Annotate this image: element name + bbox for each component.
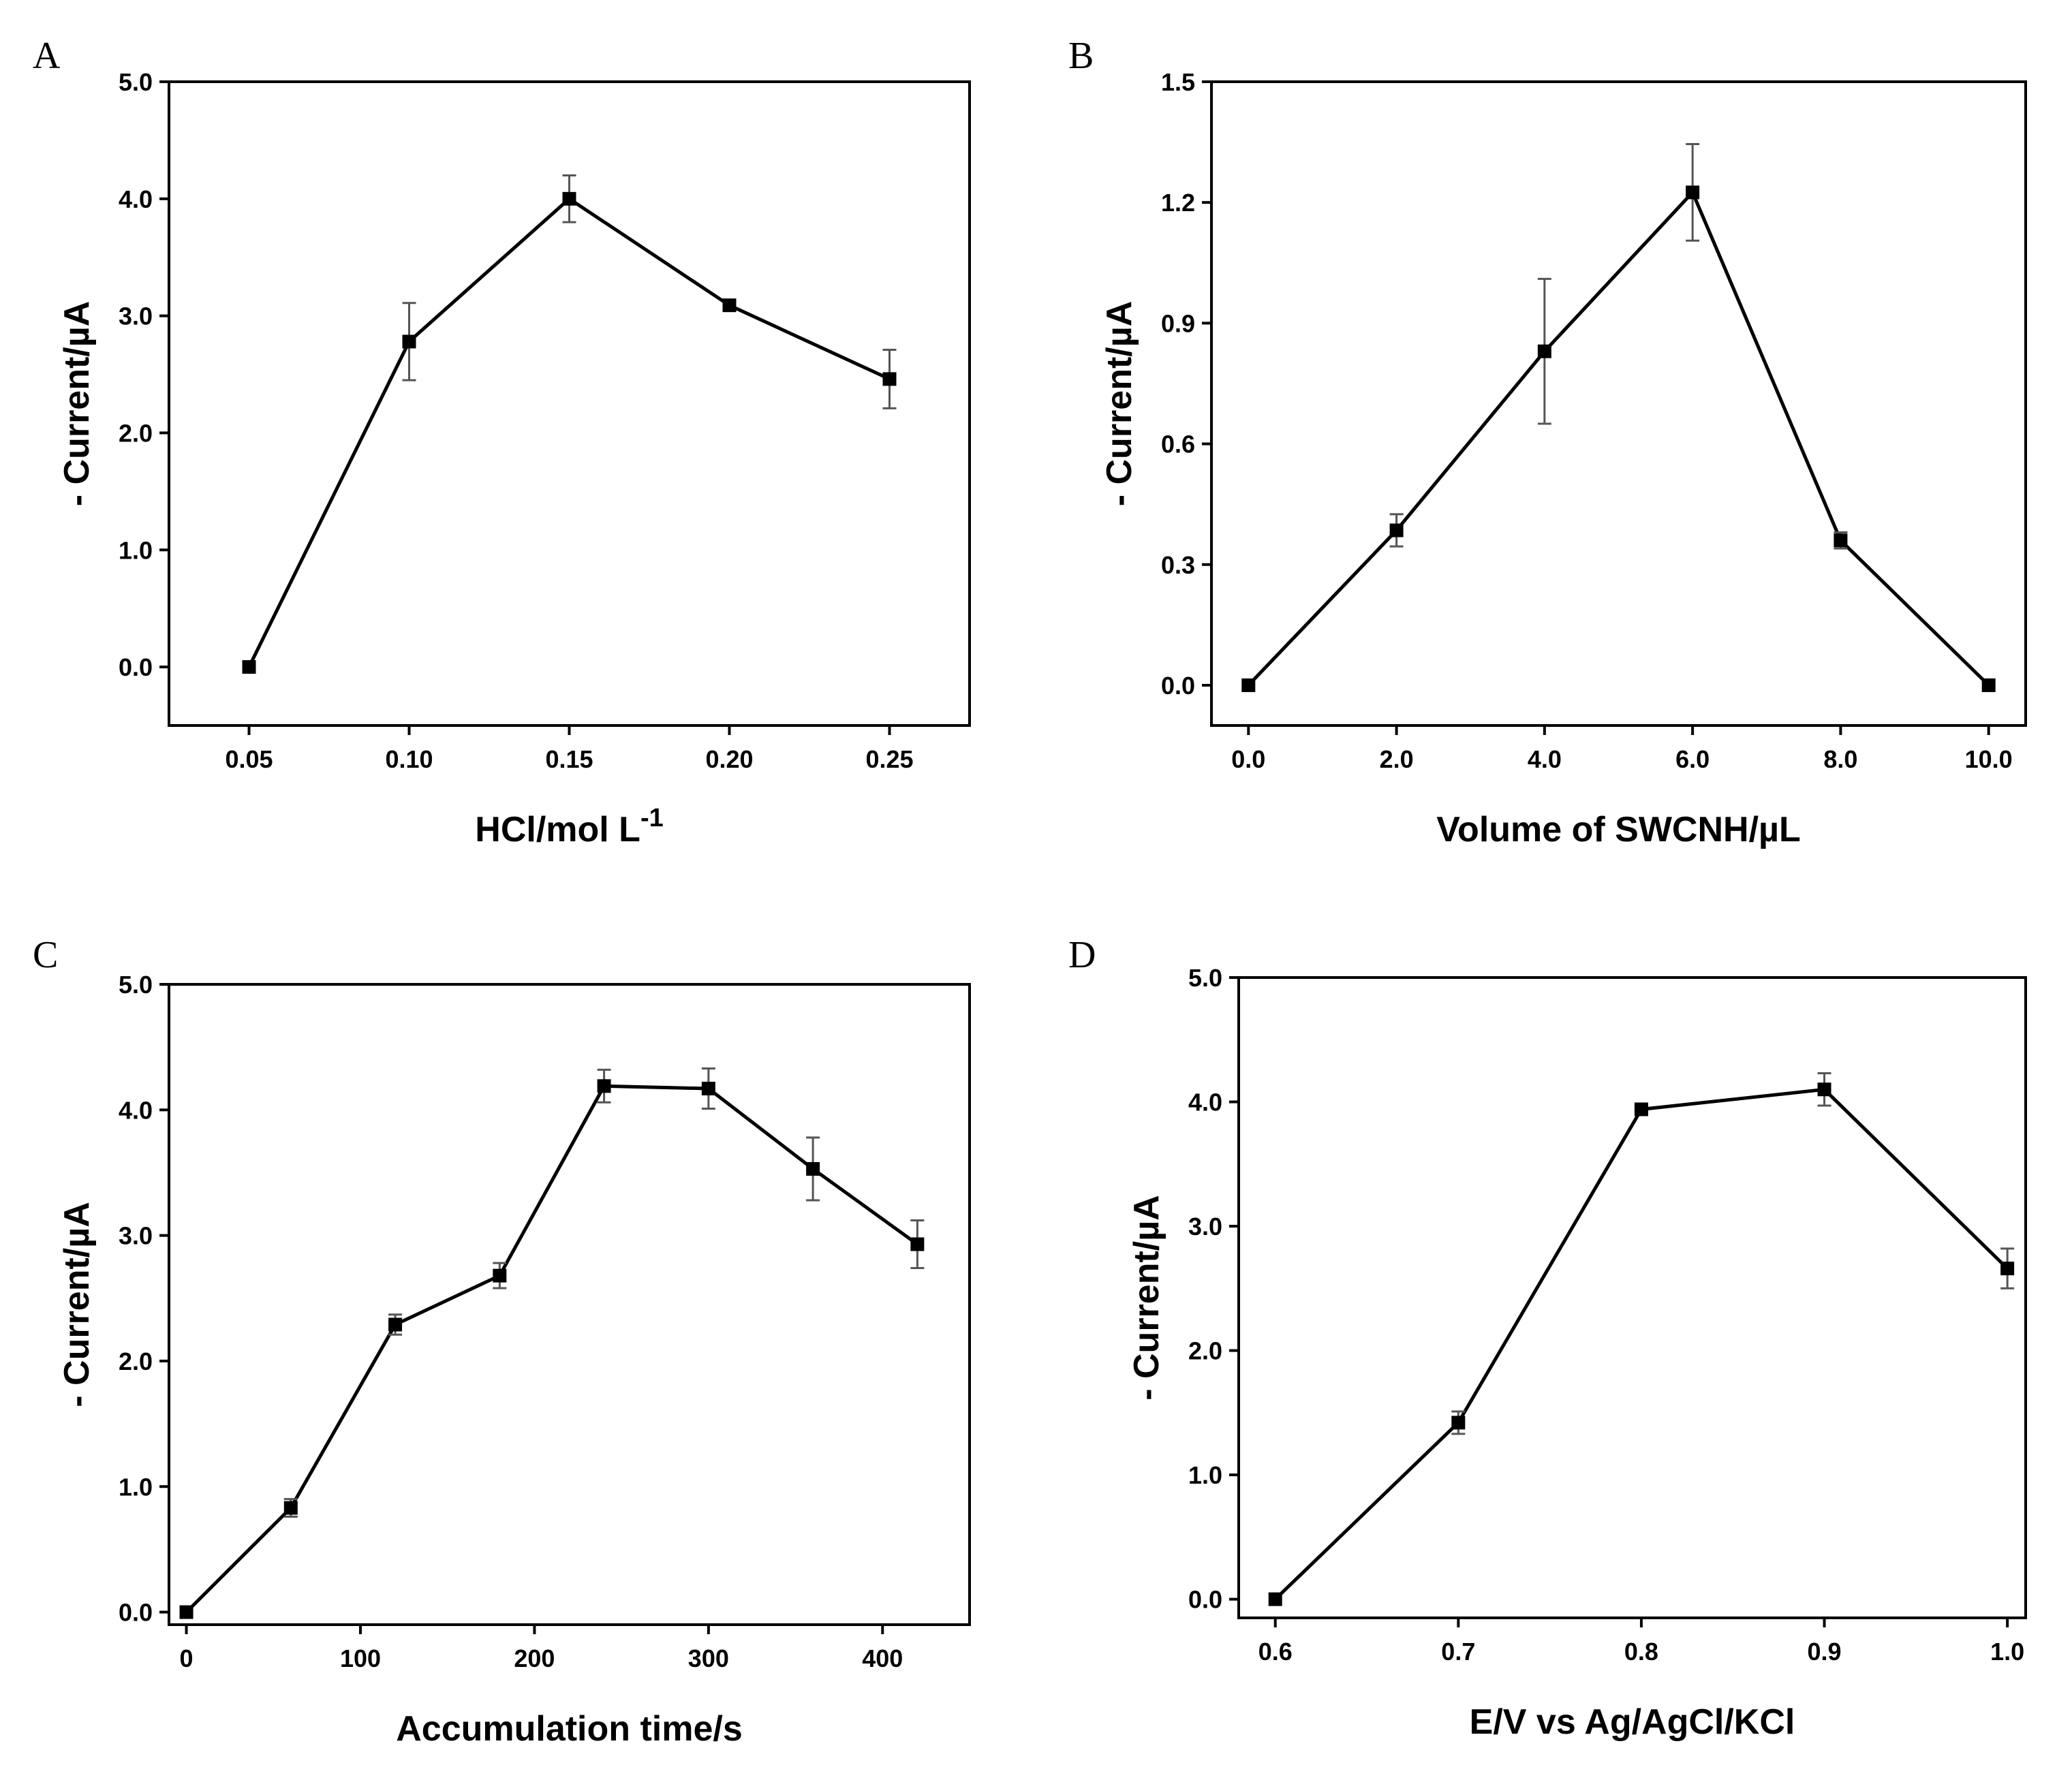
y-tick-label-a: 0.0 <box>119 653 153 681</box>
panel-a: A 0.0 1.0 2.0 3.0 4.0 5.0 0.05 0.10 0.15 0.20 0.25… <box>33 35 971 849</box>
x-tick-label-b: 8.0 <box>1823 745 1857 773</box>
data-point-b <box>1834 533 1848 548</box>
x-tick-label-c: 100 <box>340 1644 381 1672</box>
x-tick-label-d: 0.9 <box>1808 1638 1842 1666</box>
y-tick-label-c: 5.0 <box>119 971 153 999</box>
y-tick-label-b: 0.3 <box>1161 551 1195 579</box>
x-tick-label-d: 0.8 <box>1624 1638 1658 1666</box>
data-point-d <box>1451 1416 1466 1430</box>
x-tick-label-a: 0.20 <box>705 745 753 773</box>
data-point-c <box>283 1501 298 1515</box>
data-point-b <box>1981 678 1996 692</box>
x-tick-label-b: 10.0 <box>1965 745 2013 773</box>
y-tick-label-c: 0.0 <box>119 1599 153 1627</box>
y-tick-label-c: 3.0 <box>119 1222 153 1250</box>
data-point-a <box>562 191 576 206</box>
y-tick-label-c: 4.0 <box>119 1096 153 1124</box>
x-tick-label-a: 0.05 <box>225 745 273 773</box>
x-tick-label-b: 4.0 <box>1528 745 1562 773</box>
x-tick-label-b: 0.0 <box>1231 745 1265 773</box>
y-axis-label-c: - Current/µA <box>57 1202 97 1407</box>
panel-letter-a: A <box>33 35 61 77</box>
y-tick-label-d: 2.0 <box>1188 1337 1222 1365</box>
y-tick-label-b: 0.0 <box>1161 672 1195 700</box>
y-tick-label-c: 1.0 <box>119 1473 153 1501</box>
y-tick-label-d: 3.0 <box>1188 1213 1222 1240</box>
data-point-c <box>597 1079 611 1093</box>
y-tick-label-b: 1.5 <box>1161 68 1195 96</box>
data-point-d <box>2000 1262 2015 1276</box>
x-tick-label-a: 0.10 <box>385 745 433 773</box>
data-point-c <box>910 1237 925 1251</box>
y-axis-label-b: - Current/µA <box>1100 301 1139 507</box>
x-tick-label-a: 0.25 <box>865 745 913 773</box>
x-tick-label-b: 2.0 <box>1380 745 1414 773</box>
data-point-a <box>722 298 737 313</box>
y-tick-label-b: 0.9 <box>1161 309 1195 337</box>
x-tick-label-d: 0.7 <box>1441 1638 1475 1666</box>
data-point-c <box>493 1268 507 1283</box>
y-axis-label-a: - Current/µA <box>57 301 97 507</box>
y-tick-label-a: 4.0 <box>119 185 153 213</box>
x-axis-label-a: HCl/mol L-1 <box>475 804 663 849</box>
y-tick-label-a: 3.0 <box>119 302 153 330</box>
y-tick-label-a: 1.0 <box>119 536 153 564</box>
y-tick-label-b: 1.2 <box>1161 189 1195 217</box>
data-point-d <box>1817 1082 1831 1097</box>
data-point-b <box>1241 678 1256 692</box>
x-tick-label-d: 0.6 <box>1258 1638 1293 1666</box>
data-point-d <box>1268 1592 1282 1606</box>
y-tick-label-d: 5.0 <box>1188 964 1222 992</box>
y-tick-label-d: 1.0 <box>1188 1461 1222 1489</box>
y-tick-label-a: 5.0 <box>119 68 153 96</box>
data-point-b <box>1537 344 1551 358</box>
y-tick-label-d: 0.0 <box>1188 1586 1222 1614</box>
data-point-c <box>179 1605 194 1619</box>
x-tick-label-b: 6.0 <box>1675 745 1710 773</box>
data-point-c <box>701 1081 715 1095</box>
panel-d: D 0.0 1.0 2.0 3.0 4.0 5.0 0.6 0.7 0.8 0.9 1.0 E/V … <box>1068 934 2027 1742</box>
y-axis-label-d: - Current/µA <box>1127 1195 1166 1401</box>
x-axis-label-d: E/V vs Ag/AgCl/KCl <box>1470 1702 1795 1742</box>
series-line-a <box>247 197 891 668</box>
data-point-d <box>1634 1102 1648 1116</box>
panel-letter-c: C <box>33 934 58 976</box>
x-tick-label-c: 0 <box>180 1644 194 1672</box>
panel-letter-b: B <box>1068 35 1094 77</box>
x-axis-label-c: Accumulation time/s <box>396 1709 743 1749</box>
data-point-c <box>806 1161 820 1176</box>
panel-c: C 0.0 1.0 2.0 3.0 4.0 5.0 0 100 200 300 400 Accumu… <box>33 934 971 1749</box>
data-point-c <box>388 1317 403 1332</box>
data-point-b <box>1389 523 1404 537</box>
y-tick-label-a: 2.0 <box>119 419 153 447</box>
data-point-a <box>242 660 256 674</box>
x-tick-label-c: 200 <box>514 1644 555 1672</box>
x-tick-label-d: 1.0 <box>1990 1638 2024 1666</box>
data-point-a <box>402 334 416 349</box>
x-tick-label-c: 300 <box>688 1644 729 1672</box>
x-tick-label-a: 0.15 <box>545 745 593 773</box>
panel-b: B 0.00.30.60.91.21.50.0 2.0 4.0 6.0 8.0 10.0 … <box>1068 35 2027 849</box>
data-point-b <box>1686 185 1700 200</box>
y-tick-label-b: 0.6 <box>1161 431 1195 458</box>
y-tick-label-d: 4.0 <box>1188 1089 1222 1116</box>
data-point-a <box>882 372 897 386</box>
panel-letter-d: D <box>1068 934 1096 976</box>
y-tick-label-c: 2.0 <box>119 1347 153 1375</box>
series-line-b <box>1247 190 1990 687</box>
series-line-c <box>185 1084 918 1614</box>
x-tick-label-c: 400 <box>862 1644 903 1672</box>
plot-frame-d <box>1237 976 2027 1619</box>
plot-frame-c <box>168 983 971 1626</box>
plot-frame-b <box>1210 80 2027 727</box>
x-axis-label-b: Volume of SWCNH/µL <box>1436 810 1801 849</box>
series-line-d <box>1273 1087 2009 1601</box>
